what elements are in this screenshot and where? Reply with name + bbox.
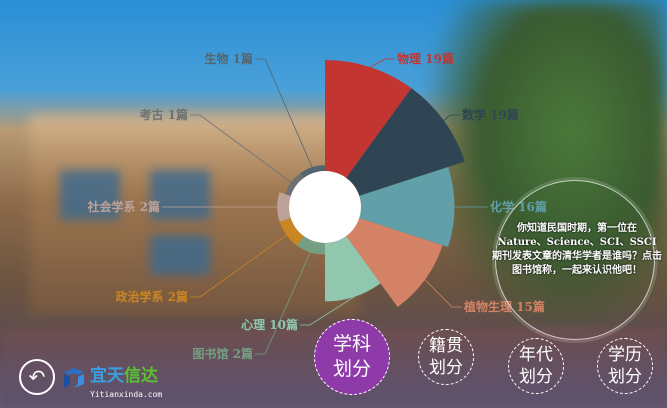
rose-slice-3[interactable]	[346, 218, 443, 308]
undo-arrow-icon: ↶	[28, 365, 46, 389]
logo-text-green: 信达	[124, 366, 158, 386]
button-label: 划分	[429, 358, 463, 378]
slice-label: 政治学系 2篇	[115, 290, 188, 304]
label-leader-line	[190, 114, 292, 183]
logo-icon	[64, 368, 84, 388]
rose-slice-6[interactable]	[279, 218, 304, 246]
label-leader-line	[300, 296, 355, 326]
slice-label: 生物 1篇	[204, 52, 253, 66]
logo-text-blue: 宜天	[90, 366, 124, 386]
button-label: 划分	[519, 367, 553, 387]
rose-slice-4[interactable]	[325, 236, 381, 302]
label-leader-line	[255, 58, 313, 168]
button-label: 划分	[608, 367, 642, 387]
label-leader-line	[255, 252, 311, 355]
watermark-logo: 宜天信达 Yitianxinda.com	[62, 366, 172, 406]
hometown-division-button[interactable]: 籍贯 划分	[418, 329, 474, 385]
label-leader-line	[190, 234, 287, 298]
rose-slice-0[interactable]	[325, 60, 412, 178]
slice-label: 物理 19篇	[397, 52, 454, 66]
button-label: 籍贯	[429, 335, 463, 356]
slice-label: 社会学系 2篇	[87, 200, 160, 214]
slice-label: 图书馆 2篇	[192, 347, 253, 361]
slice-label: 心理 10篇	[241, 318, 298, 332]
tip-text[interactable]: 你知道民国时期，第一位在 Nature、Science、SCI、SSCI 期刊发…	[492, 223, 662, 276]
label-leader-line	[424, 279, 462, 308]
back-button[interactable]: ↶	[19, 359, 55, 395]
chart-center-hole	[289, 171, 361, 243]
rose-slice-7[interactable]	[277, 192, 291, 222]
button-label: 学历	[608, 344, 642, 365]
rose-slice-9[interactable]	[300, 165, 325, 178]
button-label: 年代	[519, 344, 553, 365]
tip-circle	[495, 180, 655, 340]
label-leader-line	[443, 114, 460, 121]
label-leader-line	[370, 58, 395, 68]
button-label: 划分	[332, 358, 371, 380]
logo-url: Yitianxinda.com	[90, 390, 163, 399]
era-division-button[interactable]: 年代 划分	[508, 338, 564, 394]
slice-label: 数学 19篇	[462, 108, 519, 122]
education-division-button[interactable]: 学历 划分	[597, 338, 653, 394]
slice-label: 考古 1篇	[139, 108, 188, 122]
rose-slice-5[interactable]	[296, 236, 325, 255]
rose-slice-8[interactable]	[285, 173, 304, 196]
rose-slice-2[interactable]	[359, 166, 455, 248]
subject-division-button[interactable]: 学科 划分	[314, 319, 390, 395]
button-label: 学科	[332, 333, 371, 356]
rose-slice-1[interactable]	[346, 88, 465, 196]
